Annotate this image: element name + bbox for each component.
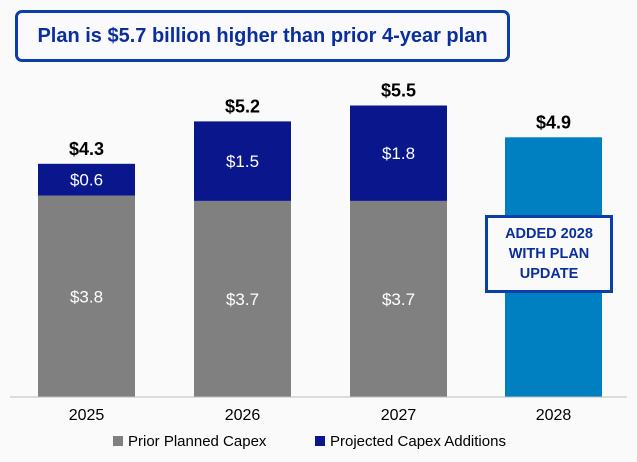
legend-label: Prior Planned Capex <box>128 433 267 450</box>
x-tick-label: 2028 <box>536 407 572 424</box>
x-tick-label: 2025 <box>69 407 105 424</box>
chart-title: Plan is $5.7 billion higher than prior 4… <box>15 10 510 62</box>
bar-2025-series-0 <box>38 195 135 397</box>
x-tick-label: 2026 <box>225 407 261 424</box>
bar-2026-series-1 <box>194 121 291 201</box>
bar-data-label: $1.8 <box>382 144 415 163</box>
bar-2026-series-0 <box>194 200 291 397</box>
x-tick-label: 2027 <box>381 407 417 424</box>
bar-2025-series-1 <box>38 163 135 196</box>
bar-total-label: $4.9 <box>536 112 571 132</box>
bar-total-label: $5.2 <box>225 96 260 116</box>
legend-label: Projected Capex Additions <box>330 433 506 450</box>
legend-swatch <box>315 436 325 446</box>
bar-2027-series-0 <box>350 200 447 397</box>
annotation-box: ADDED 2028 WITH PLAN UPDATE <box>485 215 613 293</box>
bar-data-label: $3.8 <box>70 287 103 306</box>
legend-swatch <box>113 436 123 446</box>
bar-data-label: $0.6 <box>70 171 103 190</box>
bar-total-label: $4.3 <box>69 139 104 159</box>
bar-2027-series-1 <box>350 105 447 201</box>
bar-data-label: $3.7 <box>226 290 259 309</box>
bar-data-label: $1.5 <box>226 152 259 171</box>
bar-total-label: $5.5 <box>381 81 416 101</box>
bar-data-label: $3.7 <box>382 290 415 309</box>
